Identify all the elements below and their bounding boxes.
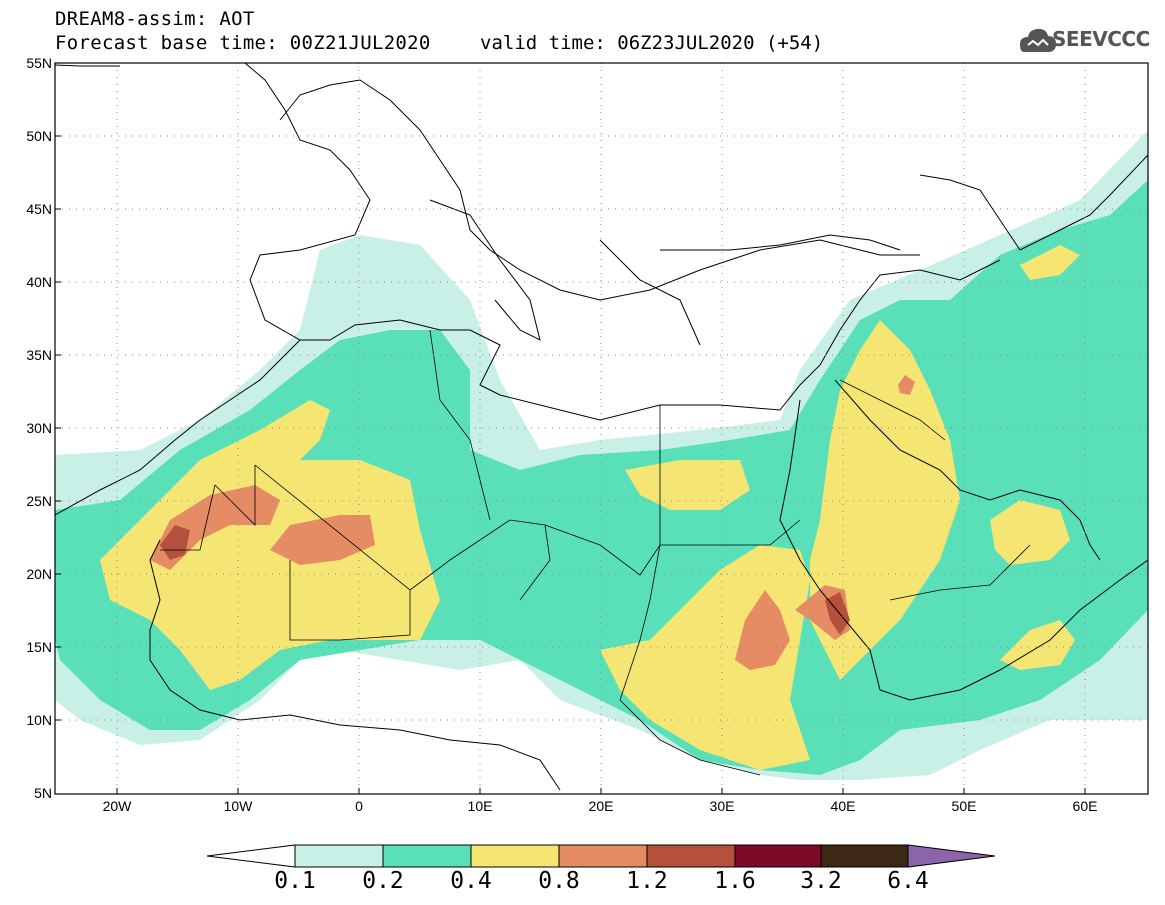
colorbar-under-arrow <box>206 844 296 868</box>
lon-label: 50E <box>951 798 977 814</box>
lat-label: 5N <box>34 785 52 801</box>
colorbar-label: 0.8 <box>538 868 580 894</box>
aot-band-0.4-west <box>100 400 440 690</box>
grid <box>55 63 1148 794</box>
colorbar <box>206 844 996 868</box>
lon-label: 20E <box>588 798 614 814</box>
lon-label: 10W <box>223 798 253 814</box>
aot-band-0.4-libya <box>625 460 750 510</box>
colorbar-label: 6.4 <box>887 868 929 894</box>
lat-label: 20N <box>26 566 52 582</box>
logo-text: SEEVCCC <box>1052 27 1150 51</box>
lat-label: 50N <box>26 128 52 144</box>
valid-time: valid time: 06Z23JUL2020 (+54) <box>480 32 824 54</box>
colorbar-label: 1.6 <box>714 868 756 894</box>
aot-band-1.2-west <box>160 525 190 560</box>
tick-marks <box>55 135 1086 794</box>
lon-label: 20W <box>102 798 132 814</box>
aot-band-0.4-caspian <box>1020 245 1080 280</box>
lat-label: 40N <box>26 274 52 290</box>
colorbar-bin-1 <box>382 844 472 868</box>
lat-label: 25N <box>26 493 52 509</box>
lon-label: 60E <box>1072 798 1098 814</box>
cloud-icon <box>1020 28 1056 52</box>
colorbar-label: 0.2 <box>362 868 404 894</box>
lat-label: 30N <box>26 420 52 436</box>
aot-band-0.4-arabsea <box>1000 620 1075 670</box>
aot-band-0.4-arabia <box>810 320 960 680</box>
lat-label: 45N <box>26 201 52 217</box>
colorbar-bin-3 <box>558 844 648 868</box>
borders <box>160 329 1031 776</box>
lon-label: 40E <box>830 798 856 814</box>
lat-label: 35N <box>26 347 52 363</box>
colorbar-bin-4 <box>646 844 736 868</box>
lon-label: 10E <box>467 798 493 814</box>
aot-band-0.8-iraq <box>898 375 915 395</box>
lon-label: 0 <box>355 798 363 814</box>
colorbar-label: 1.2 <box>626 868 668 894</box>
lat-label: 15N <box>26 639 52 655</box>
lat-label: 10N <box>26 712 52 728</box>
aot-band-0.4-gulf <box>990 500 1070 565</box>
colorbar-label: 0.1 <box>274 868 316 894</box>
colorbar-over-arrow <box>907 844 996 868</box>
colorbar-bin-0 <box>294 844 384 868</box>
map-title: DREAM8-assim: AOT <box>55 8 255 30</box>
colorbar-label: 0.4 <box>450 868 492 894</box>
aot-band-0.8-sudan <box>735 590 790 670</box>
colorbar-bin-6 <box>820 844 909 868</box>
colorbar-bin-2 <box>470 844 560 868</box>
colorbar-label: 3.2 <box>800 868 842 894</box>
aot-band-0.8-mali <box>270 515 375 565</box>
forecast-base-time: Forecast base time: 00Z21JUL2020 <box>55 32 431 54</box>
lat-label: 55N <box>26 55 52 71</box>
colorbar-bin-5 <box>734 844 822 868</box>
coastlines <box>55 63 1148 791</box>
lon-label: 30E <box>709 798 735 814</box>
